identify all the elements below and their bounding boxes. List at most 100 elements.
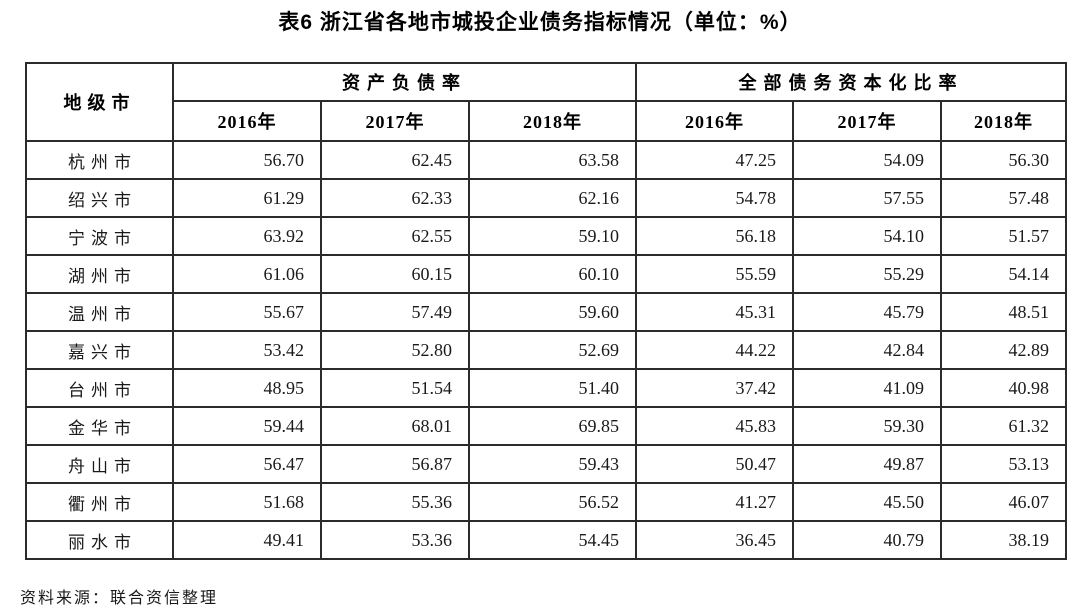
cell-value: 38.19	[939, 520, 1068, 560]
table-row: 宁波市 63.92 62.55 59.10 56.18 54.10 51.57	[25, 216, 1068, 256]
cell-city: 舟山市	[25, 444, 174, 484]
group-header-total-debt-capitalization: 全部债务资本化比率	[634, 62, 1068, 102]
cell-city: 宁波市	[25, 216, 174, 256]
table-row: 湖州市 61.06 60.15 60.10 55.59 55.29 54.14	[25, 254, 1068, 294]
table-row: 台州市 48.95 51.54 51.40 37.42 41.09 40.98	[25, 368, 1068, 408]
cell-value: 60.15	[320, 254, 470, 294]
cell-value: 63.92	[172, 216, 322, 256]
cell-value: 61.29	[172, 178, 322, 218]
group-header-row: 地级市 资产负债率 全部债务资本化比率	[25, 62, 1068, 142]
cell-value: 51.40	[468, 368, 637, 408]
cell-value: 61.06	[172, 254, 322, 294]
cell-value: 57.48	[939, 178, 1068, 218]
cell-value: 45.31	[635, 292, 794, 332]
cell-value: 56.30	[939, 140, 1068, 180]
cell-value: 62.45	[320, 140, 470, 180]
cell-value: 54.09	[792, 140, 942, 180]
cell-value: 42.89	[939, 330, 1068, 370]
year-header: 2017年	[320, 100, 470, 142]
cell-value: 41.27	[635, 482, 794, 522]
cell-value: 44.22	[635, 330, 794, 370]
year-header: 2016年	[172, 100, 322, 142]
cell-value: 51.68	[172, 482, 322, 522]
cell-value: 51.54	[320, 368, 470, 408]
cell-value: 36.45	[635, 520, 794, 560]
cell-value: 56.52	[468, 482, 637, 522]
cell-city: 金华市	[25, 406, 174, 446]
table-body: 杭州市 56.70 62.45 63.58 47.25 54.09 56.30 …	[25, 140, 1068, 560]
cell-value: 40.98	[939, 368, 1068, 408]
data-source-note: 资料来源：联合资信整理	[20, 590, 219, 607]
cell-value: 59.44	[172, 406, 322, 446]
cell-value: 51.57	[939, 216, 1068, 256]
cell-city: 温州市	[25, 292, 174, 332]
table-row: 金华市 59.44 68.01 69.85 45.83 59.30 61.32	[25, 406, 1068, 446]
year-header-row: 2016年 2017年 2018年 2016年 2017年 2018年	[26, 100, 1068, 142]
cell-value: 49.41	[172, 520, 322, 560]
debt-indicator-table: 地级市 资产负债率 全部债务资本化比率 2016年 2017年 2018年 20…	[25, 62, 1068, 560]
cell-value: 60.10	[468, 254, 637, 294]
table-row: 舟山市 56.47 56.87 59.43 50.47 49.87 53.13	[25, 444, 1068, 484]
cell-value: 52.69	[468, 330, 637, 370]
cell-value: 40.79	[792, 520, 942, 560]
cell-value: 62.33	[320, 178, 470, 218]
cell-value: 48.51	[939, 292, 1068, 332]
cell-city: 衢州市	[25, 482, 174, 522]
table-row: 丽水市 49.41 53.36 54.45 36.45 40.79 38.19	[25, 520, 1068, 560]
cell-value: 69.85	[468, 406, 637, 446]
year-header: 2016年	[635, 100, 794, 142]
cell-value: 57.49	[320, 292, 470, 332]
cell-value: 48.95	[172, 368, 322, 408]
cell-value: 49.87	[792, 444, 942, 484]
cell-city: 杭州市	[25, 140, 174, 180]
cell-value: 59.10	[468, 216, 637, 256]
cell-city: 嘉兴市	[25, 330, 174, 370]
cell-value: 56.47	[172, 444, 322, 484]
cell-value: 45.83	[635, 406, 794, 446]
cell-value: 55.67	[172, 292, 322, 332]
table-row: 绍兴市 61.29 62.33 62.16 54.78 57.55 57.48	[25, 178, 1068, 218]
cell-value: 53.42	[172, 330, 322, 370]
cell-value: 47.25	[635, 140, 794, 180]
cell-value: 41.09	[792, 368, 942, 408]
cell-value: 56.18	[635, 216, 794, 256]
cell-value: 62.55	[320, 216, 470, 256]
cell-value: 59.43	[468, 444, 637, 484]
cell-city: 丽水市	[25, 520, 174, 560]
cell-value: 59.60	[468, 292, 637, 332]
cell-city: 台州市	[25, 368, 174, 408]
cell-value: 55.59	[635, 254, 794, 294]
cell-value: 54.78	[635, 178, 794, 218]
table-row: 衢州市 51.68 55.36 56.52 41.27 45.50 46.07	[25, 482, 1068, 522]
cell-value: 56.87	[320, 444, 470, 484]
cell-value: 37.42	[635, 368, 794, 408]
table-row: 杭州市 56.70 62.45 63.58 47.25 54.09 56.30	[25, 140, 1068, 180]
table-header: 地级市 资产负债率 全部债务资本化比率 2016年 2017年 2018年 20…	[25, 62, 1068, 142]
cell-value: 53.13	[939, 444, 1068, 484]
cell-value: 54.45	[468, 520, 637, 560]
cell-value: 68.01	[320, 406, 470, 446]
table-title: 表6 浙江省各地市城投企业债务指标情况（单位：%）	[278, 11, 802, 34]
cell-value: 55.29	[792, 254, 942, 294]
cell-value: 57.55	[792, 178, 942, 218]
cell-city: 绍兴市	[25, 178, 174, 218]
cell-value: 63.58	[468, 140, 637, 180]
group-header-asset-liability-ratio: 资产负债率	[172, 62, 637, 102]
cell-value: 53.36	[320, 520, 470, 560]
cell-value: 54.10	[792, 216, 942, 256]
cell-value: 46.07	[939, 482, 1068, 522]
cell-value: 62.16	[468, 178, 637, 218]
cell-value: 52.80	[320, 330, 470, 370]
cell-value: 50.47	[635, 444, 794, 484]
cell-value: 42.84	[792, 330, 942, 370]
cell-city: 湖州市	[25, 254, 174, 294]
year-header: 2018年	[468, 100, 637, 142]
cell-value: 54.14	[939, 254, 1068, 294]
cell-value: 59.30	[792, 406, 942, 446]
cell-value: 55.36	[320, 482, 470, 522]
year-header: 2018年	[939, 100, 1068, 142]
cell-value: 56.70	[172, 140, 322, 180]
cell-value: 45.79	[792, 292, 942, 332]
cell-value: 45.50	[792, 482, 942, 522]
corner-header-city: 地级市	[25, 62, 174, 142]
